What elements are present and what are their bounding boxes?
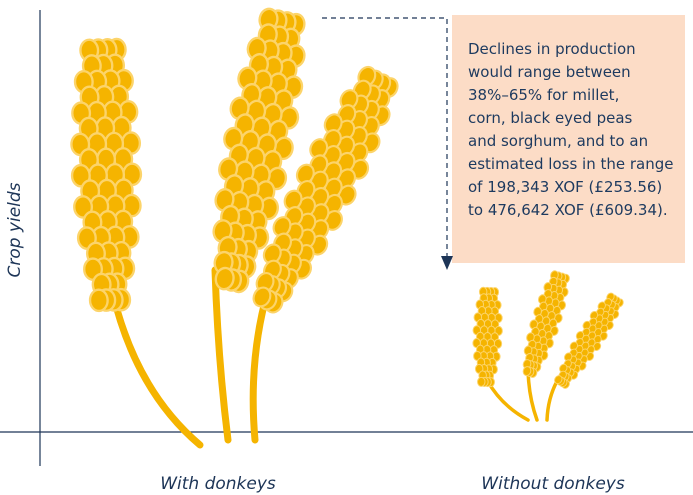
stem [215,270,228,440]
annotation-line: 38%–65% for millet, [468,86,619,104]
category-label: With donkeys [160,474,276,494]
arrow-head [441,256,453,270]
annotation-line: corn, black eyed peas [468,109,633,127]
annotation-line: of 198,343 XOF (£253.56) [468,178,662,196]
y-axis-label: Crop yields [5,182,25,277]
annotation-line: Declines in production [468,40,636,58]
stem [253,290,268,440]
annotation-line: would range between [468,63,631,81]
grain [90,289,108,311]
annotation-line: estimated loss in the range [468,155,673,173]
grain [477,377,485,386]
infographic: Crop yields With donkeys Without donkeys… [0,0,693,495]
annotation-line: to 476,642 XOF (£609.34). [468,201,668,219]
stem [112,290,200,445]
annotation-line: and sorghum, and to an [468,132,648,150]
category-label: Without donkeys [481,474,625,494]
